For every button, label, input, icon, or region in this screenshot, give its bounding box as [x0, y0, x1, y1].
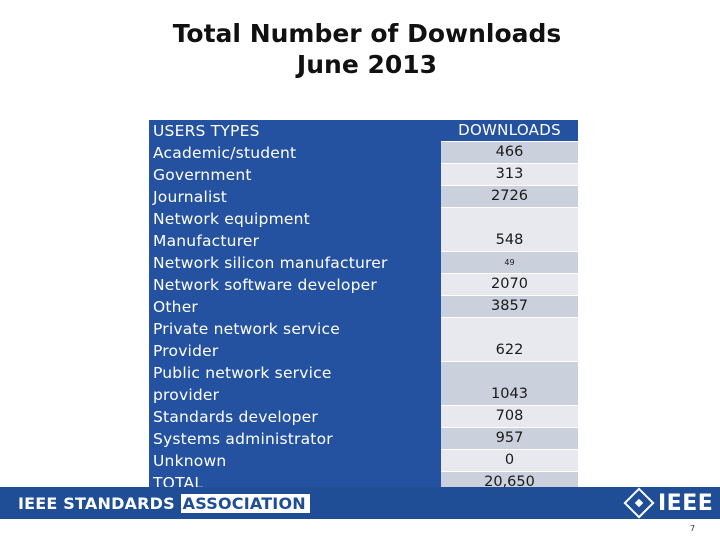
downloads-value: 957 — [441, 428, 578, 449]
user-type-label: provider — [153, 386, 220, 404]
downloads-value: 466 — [441, 142, 578, 163]
user-types-column: USERS TYPES Academic/student Government … — [149, 120, 441, 496]
downloads-value: 0 — [441, 450, 578, 471]
downloads-value: 708 — [441, 406, 578, 427]
downloads-value: 548 — [441, 208, 578, 251]
downloads-value: 313 — [441, 164, 578, 185]
user-type-label: Network silicon manufacturer — [153, 254, 388, 272]
downloads-value: 622 — [441, 318, 578, 361]
user-type-label: Public network service — [153, 364, 332, 382]
ieee-logo-text: IEEE — [658, 490, 714, 516]
downloads-value: 2070 — [441, 274, 578, 295]
title-line-1: Total Number of Downloads — [172, 19, 562, 48]
ieee-logo: IEEE — [623, 487, 714, 519]
user-type-label: Unknown — [153, 452, 227, 470]
page-number: 7 — [690, 524, 696, 533]
user-type-label: Academic/student — [153, 144, 297, 162]
footer-band — [0, 487, 720, 519]
downloads-value: 49 — [441, 252, 578, 273]
user-type-label: Provider — [153, 342, 219, 360]
downloads-column: DOWNLOADS 466 313 2726 548 49 2070 3857 … — [441, 120, 578, 494]
downloads-header: DOWNLOADS — [441, 120, 578, 141]
downloads-value: 3857 — [441, 296, 578, 317]
user-type-label: Standards developer — [153, 408, 318, 426]
user-type-label: Network software developer — [153, 276, 377, 294]
user-type-label: Private network service — [153, 320, 340, 338]
org-name: IEEE STANDARDS ASSOCIATION — [18, 491, 310, 517]
user-type-label: Government — [153, 166, 252, 184]
org-name-part2: ASSOCIATION — [180, 494, 310, 513]
user-type-label: Network equipment — [153, 210, 310, 228]
user-type-label: Systems administrator — [153, 430, 333, 448]
org-name-part1: IEEE STANDARDS — [18, 494, 181, 513]
downloads-value: 2726 — [441, 186, 578, 207]
user-type-label: Journalist — [153, 188, 228, 206]
ieee-diamond-icon — [623, 487, 655, 519]
title-line-2: June 2013 — [296, 50, 438, 79]
user-types-header: USERS TYPES — [153, 122, 260, 140]
user-type-label: Manufacturer — [153, 232, 260, 250]
slide-title: Total Number of Downloads June 2013 — [0, 18, 720, 80]
user-type-label: Other — [153, 298, 199, 316]
downloads-value: 1043 — [441, 362, 578, 405]
